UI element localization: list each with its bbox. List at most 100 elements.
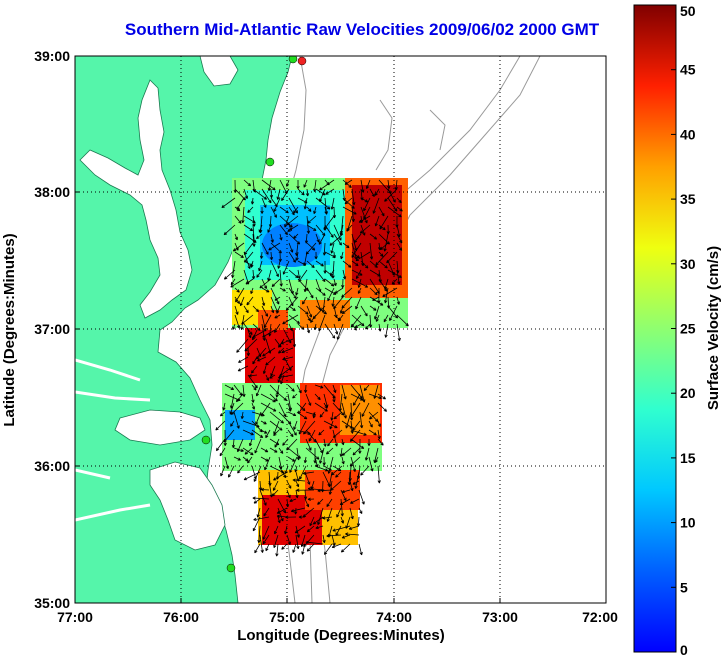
velocity-arrow — [287, 411, 297, 417]
velocity-arrow — [352, 420, 361, 431]
velocity-arrow — [270, 233, 274, 243]
velocity-arrow — [302, 471, 315, 475]
velocity-arrow — [359, 411, 364, 429]
velocity-arrow — [341, 305, 353, 315]
velocity-arrow — [351, 206, 355, 222]
velocity-arrow — [349, 507, 354, 520]
velocity-arrow — [270, 287, 280, 305]
velocity-arrow — [374, 215, 380, 227]
velocity-arrow — [378, 323, 382, 332]
lat-tick-label: 38:00 — [34, 184, 70, 200]
velocity-arrow — [282, 260, 290, 275]
lon-tick-label: 75:00 — [269, 609, 305, 625]
velocity-arrow — [243, 305, 249, 314]
velocity-arrow — [247, 374, 258, 389]
velocity-arrow — [273, 534, 279, 549]
velocity-arrow — [335, 471, 342, 478]
velocity-arrow — [251, 393, 255, 403]
velocity-arrow — [303, 489, 308, 500]
lon-tick-label: 73:00 — [482, 609, 518, 625]
velocity-arrow — [377, 465, 381, 484]
velocity-arrow — [260, 447, 269, 453]
velocity-arrow — [277, 498, 287, 514]
velocity-arrow — [303, 197, 308, 210]
velocity-arrow — [250, 260, 254, 268]
velocity-arrow — [246, 296, 254, 306]
velocity-arrow — [384, 287, 389, 304]
velocity-arrow — [334, 287, 344, 294]
velocity-arrow — [307, 487, 324, 491]
velocity-arrow — [336, 507, 342, 518]
velocity-arrow — [281, 347, 294, 354]
velocity-arrow — [277, 516, 281, 524]
velocity-arrow — [340, 251, 344, 260]
velocity-arrow — [238, 356, 249, 363]
velocity-arrow — [330, 411, 334, 421]
velocity-arrow — [331, 296, 335, 307]
velocity-arrow — [331, 534, 336, 546]
colorbar-tick-label: 45 — [680, 62, 696, 78]
colorbar-tick-label: 35 — [680, 191, 696, 207]
velocity-arrow — [357, 278, 362, 288]
velocity-arrow — [261, 179, 276, 191]
velocity-arrow — [234, 305, 239, 315]
velocity-arrow — [235, 393, 244, 403]
velocity-arrow — [294, 507, 298, 515]
velocity-arrow — [296, 402, 306, 412]
velocity-arrow — [355, 251, 371, 262]
velocity-arrow — [315, 260, 324, 267]
velocity-arrow — [332, 384, 337, 393]
velocity-arrow — [259, 489, 267, 506]
velocity-arrow — [337, 314, 344, 322]
velocity-arrow — [297, 269, 301, 279]
velocity-arrow — [288, 323, 293, 332]
velocity-arrow — [246, 347, 250, 357]
velocity-arrow — [215, 438, 226, 452]
velocity-arrow — [269, 251, 274, 261]
velocity-arrow — [261, 323, 266, 341]
velocity-arrow — [241, 206, 245, 224]
velocity-arrow — [350, 456, 357, 473]
velocity-arrow — [396, 269, 401, 285]
station-marker — [201, 435, 211, 445]
velocity-arrow — [332, 429, 338, 447]
velocity-arrow — [250, 365, 258, 374]
velocity-arrow — [260, 402, 277, 412]
velocity-arrow — [305, 393, 312, 406]
grid-lines — [75, 56, 606, 603]
velocity-arrow — [299, 465, 307, 480]
colorbar-tick-label: 30 — [680, 256, 696, 272]
pamlico-sound — [149, 461, 226, 551]
velocity-arrow — [313, 206, 317, 215]
velocity-arrow — [304, 471, 311, 485]
velocity-arrow — [300, 534, 306, 548]
lat-tick-label: 37:00 — [34, 321, 70, 337]
velocity-arrow — [243, 188, 249, 199]
velocity-arrow — [322, 516, 333, 520]
velocity-arrow — [233, 456, 241, 461]
velocity-arrow — [368, 429, 377, 436]
velocity-arrow — [369, 242, 374, 260]
velocity-arrow — [304, 384, 308, 393]
velocity-arrow — [250, 287, 254, 295]
velocity-arrow — [275, 384, 280, 398]
velocity-vectors — [215, 179, 409, 557]
velocity-arrow — [274, 296, 281, 301]
velocity-arrow — [255, 411, 262, 425]
velocity-arrow — [254, 438, 262, 454]
velocity-arrow — [306, 543, 315, 552]
velocity-arrow — [305, 188, 310, 197]
velocity-arrow — [358, 489, 365, 505]
velocity-arrow — [306, 525, 315, 533]
velocity-arrow — [251, 384, 257, 391]
velocity-arrow — [224, 456, 230, 470]
velocity-arrow — [312, 411, 316, 419]
velocity-arrow — [294, 525, 306, 534]
velocity-arrow — [324, 323, 336, 339]
x-axis-label: Longitude (Degrees:Minutes) — [237, 627, 445, 644]
velocity-arrow — [252, 356, 258, 365]
velocity-arrow — [288, 233, 301, 245]
velocity-arrow — [296, 179, 300, 189]
velocity-arrow — [378, 206, 385, 217]
velocity-arrow — [265, 429, 271, 439]
